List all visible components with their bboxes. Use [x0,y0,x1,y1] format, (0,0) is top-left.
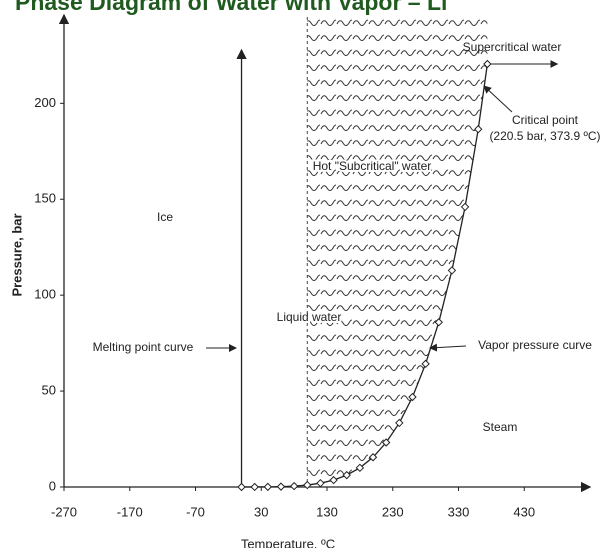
y-tick-label: 200 [34,95,56,110]
data-point [238,483,245,490]
chart-title: Phase Diagram of Water with Vapor – Li [15,0,447,15]
annotation: Hot "Subcritical" water [313,159,432,173]
x-tick-label: 230 [382,504,404,519]
annotation: Vapor pressure curve [478,338,592,352]
data-point [264,483,271,490]
annotation: Supercritical water [463,40,562,54]
x-tick-label: -70 [186,504,205,519]
data-point [277,483,284,490]
x-tick-label: 130 [316,504,338,519]
y-tick-label: 50 [42,383,56,398]
annotation: Liquid water [277,310,342,324]
data-point [291,483,298,490]
chart: Phase Diagram of Water with Vapor – Li P… [0,0,611,548]
annotation: Critical point [512,113,579,127]
y-tick-label: 150 [34,191,56,206]
y-axis-label: Pressure, bar [9,213,24,296]
x-tick-label: -170 [117,504,143,519]
x-axis-label: Temperature, ºC [241,536,335,548]
y-tick-label: 0 [49,478,56,493]
annotation: Melting point curve [93,340,194,354]
annotation: Ice [157,210,173,224]
annotation: (220.5 bar, 373.9 ºC) [489,129,600,143]
x-tick-label: -270 [51,504,77,519]
y-tick-label: 100 [34,287,56,302]
arrow [484,86,512,112]
annotation: Steam [483,420,518,434]
arrow [430,346,466,348]
liquid-region [307,17,487,485]
x-tick-label: 330 [448,504,470,519]
x-tick-label: 30 [254,504,268,519]
data-point [251,483,258,490]
x-tick-label: 430 [513,504,535,519]
